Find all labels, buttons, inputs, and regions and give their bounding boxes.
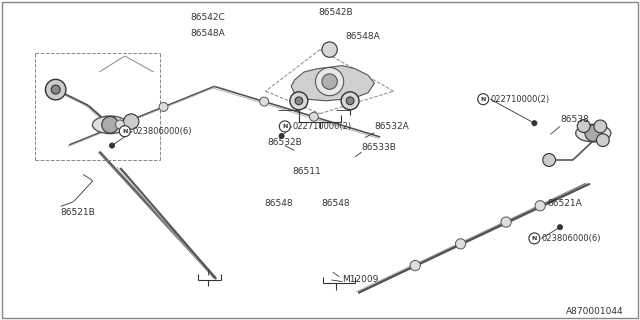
Ellipse shape: [576, 124, 611, 142]
Circle shape: [410, 260, 420, 271]
Ellipse shape: [92, 116, 127, 134]
Circle shape: [260, 97, 269, 106]
Circle shape: [535, 201, 545, 211]
Text: 86542C: 86542C: [191, 13, 225, 22]
Circle shape: [109, 143, 115, 148]
Circle shape: [279, 121, 291, 132]
Text: N: N: [122, 129, 127, 134]
Circle shape: [456, 239, 466, 249]
Circle shape: [322, 74, 337, 89]
Circle shape: [594, 120, 607, 133]
Text: 86538: 86538: [560, 116, 589, 124]
Text: M12009: M12009: [342, 276, 379, 284]
Text: 86521B: 86521B: [61, 208, 95, 217]
Circle shape: [279, 133, 284, 139]
Circle shape: [596, 134, 609, 147]
Text: 86548: 86548: [264, 199, 292, 208]
Text: 86521A: 86521A: [547, 199, 582, 208]
Circle shape: [477, 94, 489, 105]
Circle shape: [543, 154, 556, 166]
Circle shape: [585, 125, 602, 141]
Text: N: N: [532, 236, 537, 241]
Polygon shape: [291, 66, 374, 101]
Text: A870001044: A870001044: [566, 308, 624, 316]
Circle shape: [51, 85, 60, 94]
Text: 86532B: 86532B: [268, 138, 302, 147]
Text: 86532A: 86532A: [374, 122, 409, 131]
Circle shape: [290, 92, 308, 110]
Circle shape: [557, 225, 563, 230]
Circle shape: [45, 79, 66, 100]
Text: 022710000(2): 022710000(2): [292, 122, 351, 131]
Text: 86533B: 86533B: [362, 143, 396, 152]
Text: 86548A: 86548A: [191, 29, 225, 38]
Circle shape: [316, 68, 344, 96]
Text: 86542B: 86542B: [319, 8, 353, 17]
Circle shape: [159, 102, 168, 111]
Circle shape: [346, 97, 354, 105]
Text: 86511: 86511: [293, 167, 321, 176]
Text: N: N: [481, 97, 486, 102]
Text: N: N: [282, 124, 287, 129]
Text: 86548A: 86548A: [346, 32, 380, 41]
Circle shape: [119, 126, 131, 137]
Circle shape: [322, 42, 337, 57]
Circle shape: [577, 120, 590, 132]
Circle shape: [532, 121, 537, 126]
Circle shape: [529, 233, 540, 244]
Circle shape: [501, 217, 511, 227]
Circle shape: [102, 116, 118, 133]
Text: 86548: 86548: [322, 199, 350, 208]
Text: 022710000(2): 022710000(2): [491, 95, 550, 104]
Circle shape: [309, 112, 318, 121]
Circle shape: [124, 114, 139, 129]
Circle shape: [295, 97, 303, 105]
Text: 023806000(6): 023806000(6): [132, 127, 192, 136]
Circle shape: [341, 92, 359, 110]
Circle shape: [115, 120, 124, 129]
Text: 023806000(6): 023806000(6): [542, 234, 602, 243]
